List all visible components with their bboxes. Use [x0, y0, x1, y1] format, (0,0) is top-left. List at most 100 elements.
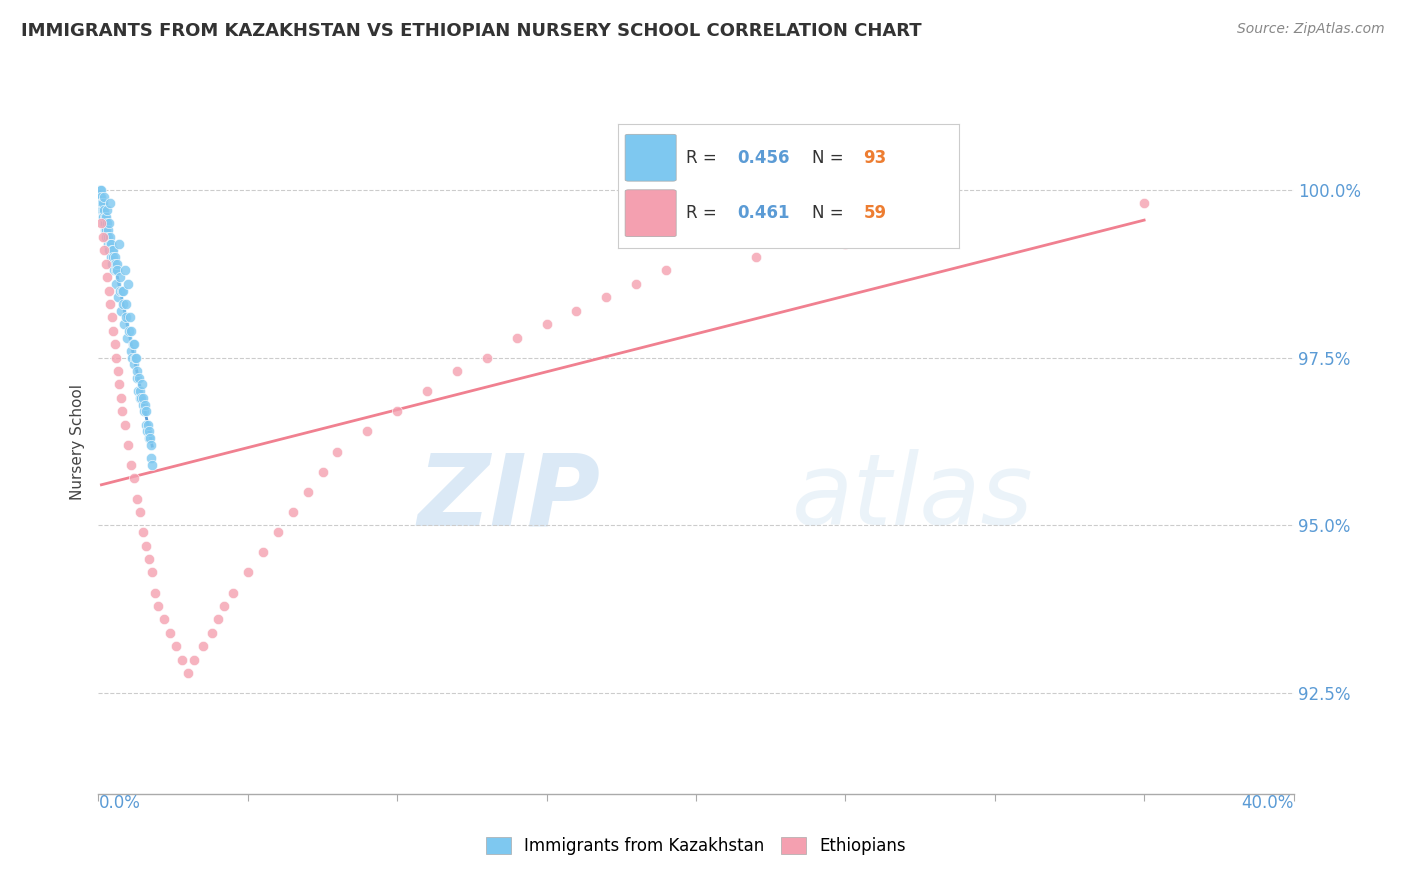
Point [127, 364, 149, 378]
Point [101, 244, 124, 258]
Point [103, 250, 125, 264]
Point [120, 324, 142, 338]
Point [91, 210, 114, 224]
Point [97, 216, 120, 230]
Point [108, 377, 131, 392]
Point [98, 236, 121, 251]
Point [97, 223, 120, 237]
Point [117, 277, 139, 291]
Point [127, 491, 149, 506]
Point [117, 438, 139, 452]
Point [118, 310, 141, 325]
Point [201, 625, 224, 640]
Point [446, 364, 468, 378]
Point [96, 270, 118, 285]
Point [115, 297, 138, 311]
Point [416, 384, 439, 399]
Point [131, 398, 153, 412]
Point [94, 210, 117, 224]
Point [115, 330, 138, 344]
Point [90, 196, 112, 211]
Point [143, 585, 166, 599]
Point [506, 330, 529, 344]
Point [89, 189, 111, 203]
Point [115, 310, 138, 325]
Point [128, 391, 150, 405]
Point [91, 196, 114, 211]
Point [97, 284, 120, 298]
Point [110, 391, 132, 405]
Point [120, 458, 142, 472]
Point [111, 284, 134, 298]
Point [252, 545, 274, 559]
Point [118, 324, 141, 338]
Point [138, 431, 160, 445]
Point [93, 216, 115, 230]
Point [93, 202, 115, 217]
Point [110, 303, 132, 318]
Point [121, 351, 143, 365]
Point [90, 202, 112, 217]
Point [114, 417, 136, 432]
Point [153, 612, 176, 626]
Point [159, 625, 181, 640]
Point [105, 263, 128, 277]
Point [475, 351, 498, 365]
Point [100, 250, 122, 264]
Point [103, 324, 125, 338]
Point [122, 357, 145, 371]
Point [183, 653, 205, 667]
Point [100, 236, 122, 251]
Point [127, 384, 149, 399]
Point [112, 284, 135, 298]
Point [91, 230, 114, 244]
Point [101, 310, 124, 325]
Point [125, 351, 148, 365]
Point [536, 317, 558, 331]
Point [111, 404, 134, 418]
Point [103, 263, 125, 277]
Point [139, 438, 162, 452]
Point [132, 391, 155, 405]
Point [136, 417, 159, 432]
Point [236, 566, 259, 580]
Text: IMMIGRANTS FROM KAZAKHSTAN VS ETHIOPIAN NURSERY SCHOOL CORRELATION CHART: IMMIGRANTS FROM KAZAKHSTAN VS ETHIOPIAN … [21, 22, 922, 40]
Point [90, 202, 112, 217]
Point [96, 202, 118, 217]
Point [125, 371, 148, 385]
Point [124, 351, 146, 365]
Point [135, 539, 157, 553]
Text: 0.0%: 0.0% [98, 794, 141, 812]
Point [311, 465, 333, 479]
Point [108, 270, 131, 285]
Point [129, 391, 152, 405]
Point [98, 230, 121, 244]
Point [595, 290, 617, 304]
Point [110, 284, 132, 298]
Text: Source: ZipAtlas.com: Source: ZipAtlas.com [1237, 22, 1385, 37]
Point [105, 263, 128, 277]
Point [89, 183, 111, 197]
Point [97, 236, 120, 251]
Legend: Immigrants from Kazakhstan, Ethiopians: Immigrants from Kazakhstan, Ethiopians [478, 829, 914, 863]
Point [281, 505, 304, 519]
Point [129, 384, 152, 399]
Point [108, 236, 131, 251]
Point [104, 277, 127, 291]
Point [89, 183, 111, 197]
Point [129, 505, 152, 519]
Point [139, 431, 162, 445]
Point [104, 337, 127, 351]
Point [141, 458, 163, 472]
Point [191, 639, 214, 653]
Point [89, 189, 111, 203]
Point [626, 277, 648, 291]
Point [655, 263, 678, 277]
Point [98, 244, 121, 258]
Point [121, 337, 143, 351]
Text: atlas: atlas [792, 450, 1033, 547]
Point [131, 377, 153, 392]
Point [107, 364, 129, 378]
Point [141, 566, 163, 580]
Point [134, 398, 156, 412]
